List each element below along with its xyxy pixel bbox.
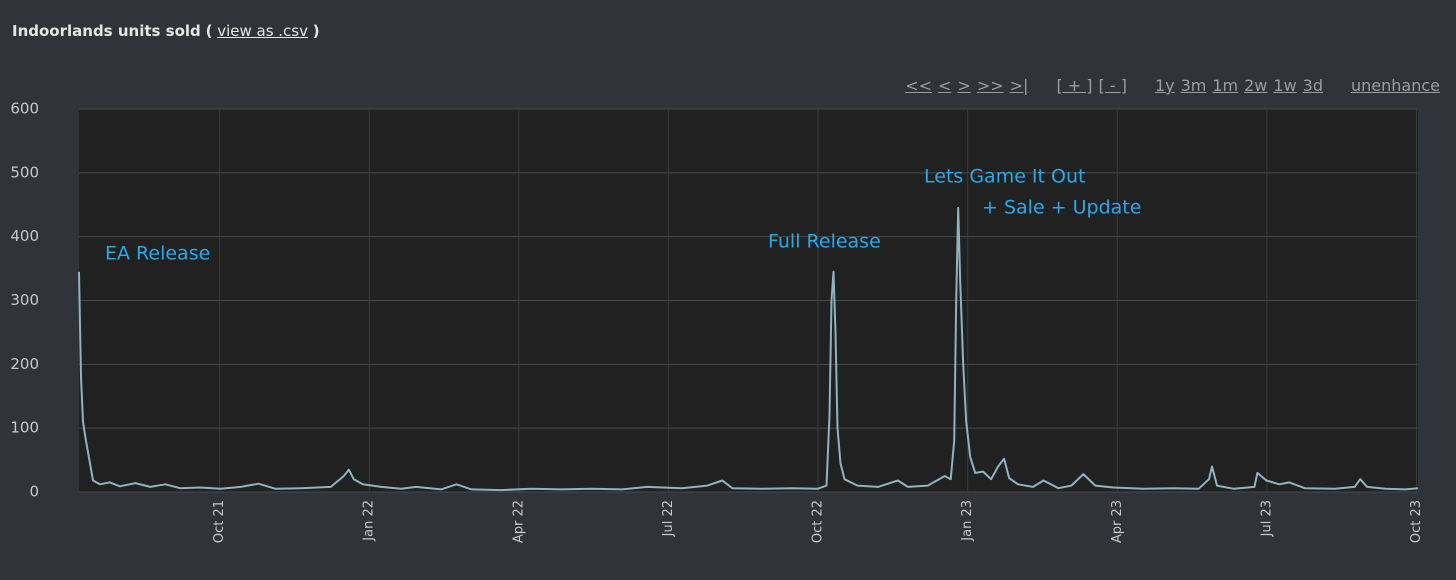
y-tick-label: 0 [29,483,39,501]
line [78,206,1419,492]
paren: ) [312,22,320,40]
x-tick-label: Jul 23 [1259,500,1274,537]
nav-control[interactable]: 3d [1302,76,1323,95]
annotation: + Sale + Update [982,197,1141,219]
x-tick-label: Jul 22 [661,500,676,537]
x-tick-label: Jan 22 [362,500,377,542]
x-tick-label: Oct 21 [212,500,227,543]
annotation: Lets Game It Out [924,166,1085,188]
x-tick-label: Apr 23 [1110,500,1125,543]
x-tick-label: Apr 22 [511,500,526,543]
nav-control[interactable]: 1y [1154,76,1175,95]
nav-control[interactable]: 2w [1244,76,1268,95]
nav-control[interactable]: >> [976,76,1004,95]
header: Indoorlands units sold ( view as .csv ) [12,22,320,40]
nav-control[interactable]: < [938,76,952,95]
y-tick-label: 300 [10,291,39,309]
x-tick-label: Oct 23 [1409,500,1424,543]
annotation: EA Release [105,243,210,265]
x-tick-label: Oct 22 [811,500,826,543]
y-tick-label: 200 [10,355,39,373]
csv-link[interactable]: view as .csv [217,22,308,40]
nav-control[interactable]: >| [1009,76,1029,95]
nav-control[interactable]: [ - ] [1098,76,1127,95]
nav-control[interactable]: 1w [1273,76,1297,95]
y-tick-label: 100 [10,419,39,437]
nav-control[interactable]: > [957,76,971,95]
nav-control[interactable]: [ + ] [1056,76,1093,95]
annotation: Full Release [768,231,881,253]
paren: ( [205,22,213,40]
nav-control[interactable]: 1m [1212,76,1239,95]
nav-control[interactable]: 3m [1180,76,1207,95]
y-tick-label: 600 [10,100,39,118]
x-tick-label: Jan 23 [960,500,975,542]
y-tick-label: 400 [10,227,39,245]
nav-control[interactable]: << [905,76,933,95]
nav-control[interactable]: unenhance [1351,76,1440,95]
controls: << < > >> >|[ + ][ - ] 1y 3m 1m 2w 1w 3d unenhance [899,76,1440,95]
title: Indoorlands units sold [12,22,201,40]
y-tick-label: 500 [10,163,39,181]
